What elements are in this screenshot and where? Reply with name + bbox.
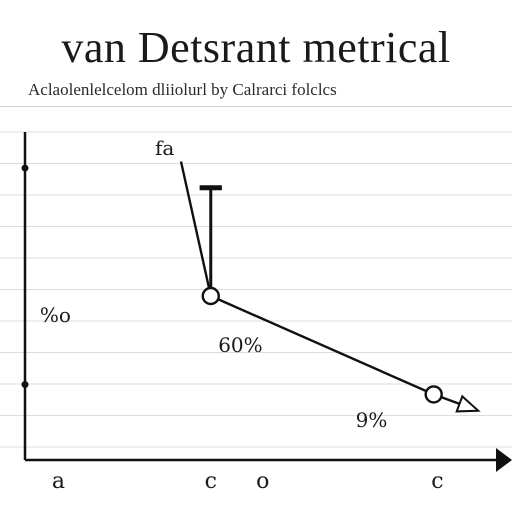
annotations: fa %o 60% 9% a c o c xyxy=(40,136,444,494)
data-point-marker xyxy=(424,385,443,404)
x-tick-label: a xyxy=(52,469,65,494)
axes xyxy=(21,132,512,472)
x-tick-label: o xyxy=(256,469,269,494)
series-line xyxy=(179,161,481,413)
x-tick-label: c xyxy=(205,469,217,494)
annotation-label: %o xyxy=(40,303,71,327)
series-arrowhead xyxy=(455,394,481,413)
x-axis-arrowhead xyxy=(496,448,512,472)
grid-lines xyxy=(0,131,512,448)
series-polyline xyxy=(179,161,479,412)
annotation-label: 9% xyxy=(356,408,388,432)
chart-title: van Detsrant metrical xyxy=(61,23,451,72)
annotation-label: fa xyxy=(155,136,174,160)
title-divider xyxy=(0,106,512,107)
data-markers xyxy=(201,286,443,404)
data-point-marker xyxy=(201,286,220,306)
chart-subtitle: Aclaolenlelcelom dliiolurl by Calrarci f… xyxy=(28,80,337,99)
x-tick-label: c xyxy=(431,469,443,494)
y-tick-mark xyxy=(21,381,29,389)
annotation-label: 60% xyxy=(218,333,262,357)
y-tick-mark xyxy=(21,164,29,172)
